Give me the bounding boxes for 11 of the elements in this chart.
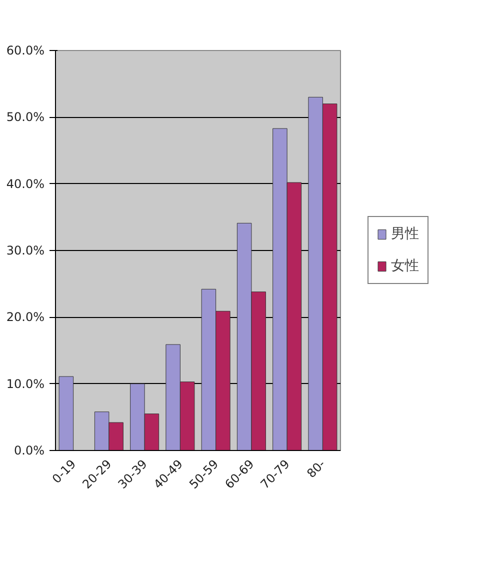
y-tick-label: 50.0%	[6, 110, 45, 124]
y-tick-label: 20.0%	[6, 310, 45, 324]
y-tick-label: 0.0%	[14, 444, 45, 458]
y-tick-label: 40.0%	[6, 176, 45, 191]
bar	[58, 376, 74, 450]
legend-label: 男性	[391, 225, 419, 243]
legend-label: 女性	[391, 257, 419, 275]
y-tick-label: 30.0%	[6, 244, 45, 258]
y-tick-label: 10.0%	[6, 376, 45, 391]
x-tick-label: 80-	[304, 456, 328, 481]
y-tick-label: 60.0%	[6, 44, 45, 58]
